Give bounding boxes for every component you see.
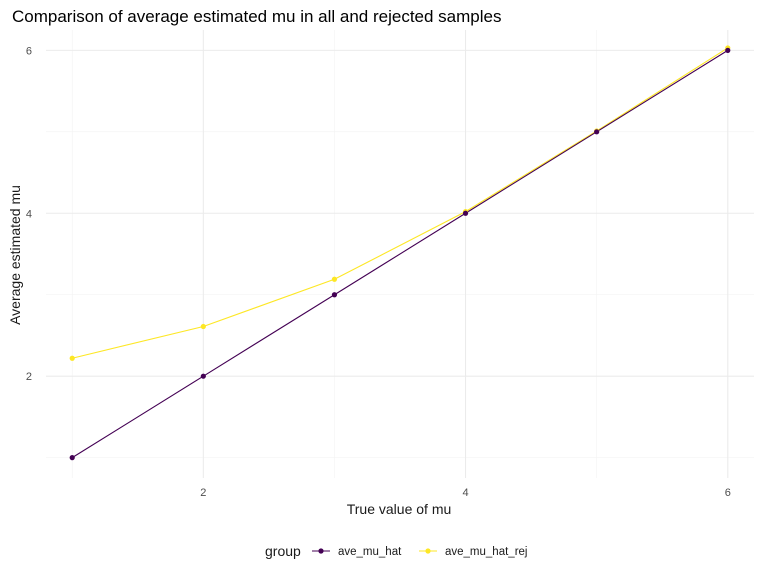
chart-title: Comparison of average estimated mu in al… (12, 7, 501, 26)
x-axis-ticks: 2 4 6 (200, 487, 731, 499)
data-point-ave-mu-hat (725, 47, 731, 53)
series-line-ave-mu-hat-rej (72, 47, 729, 359)
data-point-ave-mu-hat (69, 455, 75, 461)
data-point-ave-mu-hat-rej (69, 355, 75, 361)
data-point-ave-mu-hat-rej (331, 276, 338, 282)
y-tick-label: 4 (26, 208, 32, 220)
series-layer (71, 47, 729, 459)
legend-key-point-ave-mu-hat (318, 548, 324, 554)
data-point-ave-mu-hat (331, 292, 338, 298)
legend-label-ave-mu-hat-rej: ave_mu_hat_rej (445, 546, 527, 558)
legend: group ave_mu_hat ave_mu_hat_rej (265, 543, 527, 559)
series-line-ave-mu-hat (71, 49, 729, 459)
data-point-ave-mu-hat (594, 129, 600, 135)
points-layer (69, 45, 731, 461)
grid (46, 30, 754, 478)
legend-label-ave-mu-hat: ave_mu_hat (338, 546, 402, 558)
legend-item-ave-mu-hat: ave_mu_hat (312, 546, 402, 558)
x-axis-title: True value of mu (347, 501, 452, 517)
data-point-ave-mu-hat-rej (200, 323, 206, 330)
y-axis-ticks: 2 4 6 (26, 45, 32, 383)
y-tick-label: 6 (26, 45, 32, 57)
y-axis-title: Average estimated mu (7, 185, 23, 325)
legend-title: group (265, 543, 301, 559)
x-tick-label: 4 (462, 487, 468, 499)
x-tick-label: 2 (200, 487, 206, 499)
data-point-ave-mu-hat (462, 210, 469, 216)
legend-item-ave-mu-hat-rej: ave_mu_hat_rej (419, 546, 527, 558)
data-point-ave-mu-hat (200, 373, 206, 379)
x-tick-label: 6 (725, 487, 731, 499)
legend-key-point-ave-mu-hat-rej (425, 548, 431, 554)
y-tick-label: 2 (26, 371, 32, 383)
